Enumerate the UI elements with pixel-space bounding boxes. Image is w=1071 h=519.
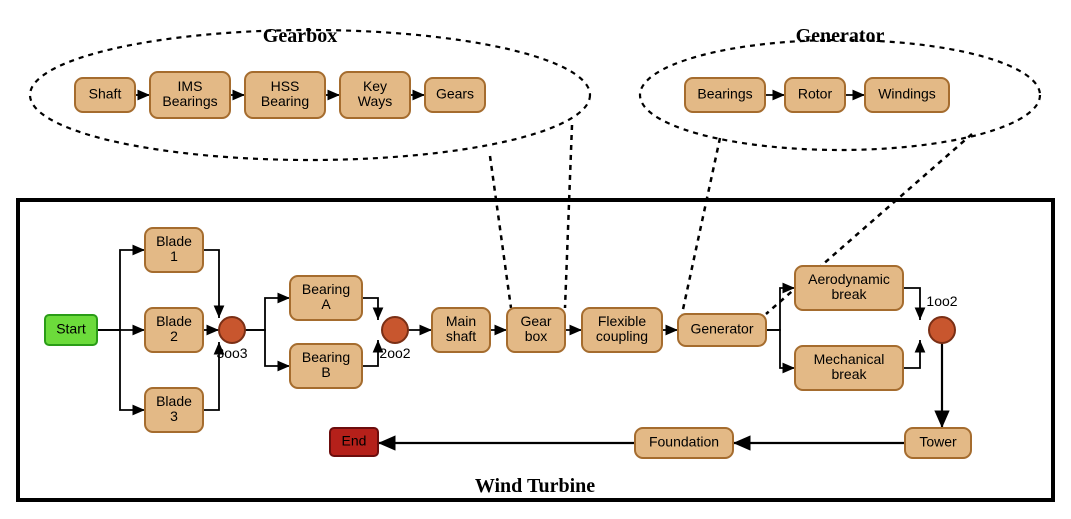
node-label: coupling — [596, 328, 648, 344]
edge — [903, 340, 920, 368]
node-label: Start — [56, 321, 86, 337]
node-label: End — [342, 433, 367, 449]
edge — [362, 298, 378, 320]
node-label: Ways — [358, 93, 392, 109]
node-label: Tower — [919, 434, 957, 450]
node-label: HSS — [271, 78, 300, 94]
gate-g1oo2: 1oo2 — [926, 293, 957, 343]
node-label: Aerodynamic — [808, 271, 890, 287]
node-gb-hss: HSSBearing — [245, 72, 325, 118]
edge — [682, 138, 720, 314]
node-foundation: Foundation — [635, 428, 733, 458]
node-label: Shaft — [89, 86, 122, 102]
node-gb-keyways: KeyWays — [340, 72, 410, 118]
node-blade3: Blade3 — [145, 388, 203, 432]
node-label: Gear — [520, 313, 551, 329]
node-label: Foundation — [649, 434, 719, 450]
node-label: Flexible — [598, 313, 646, 329]
node-end: End — [330, 428, 378, 456]
gate-g3oo3: 3oo3 — [216, 317, 247, 361]
gate-label: 3oo3 — [216, 345, 247, 361]
node-label: Bearings — [697, 86, 752, 102]
edge — [362, 340, 378, 366]
gate-label: 2oo2 — [379, 345, 410, 361]
node-label: 2 — [170, 328, 178, 344]
node-label: A — [321, 296, 331, 312]
node-label: Gears — [436, 86, 474, 102]
node-label: Blade — [156, 233, 192, 249]
node-label: Bearing — [302, 349, 350, 365]
node-label: shaft — [446, 328, 476, 344]
gate-g2oo2: 2oo2 — [379, 317, 410, 361]
diagram-canvas: Gearbox Generator Wind Turbine ShaftIMSB… — [0, 0, 1071, 519]
node-mainshaft: Mainshaft — [432, 308, 490, 352]
gearbox-title: Gearbox — [263, 25, 337, 47]
node-bearingB: BearingB — [290, 344, 362, 388]
edge — [766, 330, 795, 368]
node-blade2: Blade2 — [145, 308, 203, 352]
node-label: Blade — [156, 393, 192, 409]
node-gen-rotor: Rotor — [785, 78, 845, 112]
edge — [903, 288, 920, 320]
node-label: box — [525, 328, 548, 344]
edge — [490, 156, 511, 308]
node-label: Blade — [156, 313, 192, 329]
node-label: 3 — [170, 408, 178, 424]
node-label: Bearing — [302, 281, 350, 297]
main-title: Wind Turbine — [475, 475, 595, 497]
edge — [565, 125, 572, 308]
node-gb-shaft: Shaft — [75, 78, 135, 112]
edge — [245, 298, 290, 330]
node-aero: Aerodynamicbreak — [795, 266, 903, 310]
node-gen-bearings: Bearings — [685, 78, 765, 112]
node-label: Rotor — [798, 86, 833, 102]
node-label: Mechanical — [814, 351, 885, 367]
node-gen-windings: Windings — [865, 78, 949, 112]
node-label: Windings — [878, 86, 936, 102]
edge — [97, 250, 145, 330]
edge — [245, 330, 290, 366]
node-label: IMS — [178, 78, 203, 94]
node-label: break — [831, 366, 867, 382]
node-label: Bearing — [261, 93, 309, 109]
node-mech: Mechanicalbreak — [795, 346, 903, 390]
node-generator: Generator — [678, 314, 766, 346]
edge — [766, 288, 795, 330]
node-start: Start — [45, 315, 97, 345]
node-coupling: Flexiblecoupling — [582, 308, 662, 352]
node-label: break — [831, 286, 867, 302]
node-label: B — [321, 364, 330, 380]
node-tower: Tower — [905, 428, 971, 458]
node-bearingA: BearingA — [290, 276, 362, 320]
node-label: Bearings — [162, 93, 217, 109]
node-blade1: Blade1 — [145, 228, 203, 272]
node-gb-gears: Gears — [425, 78, 485, 112]
node-label: Generator — [690, 321, 753, 337]
edge — [203, 250, 219, 318]
node-label: Main — [446, 313, 476, 329]
gate-label: 1oo2 — [926, 293, 957, 309]
node-gearbox: Gearbox — [507, 308, 565, 352]
node-gb-ims: IMSBearings — [150, 72, 230, 118]
generator-title: Generator — [796, 25, 885, 47]
edge — [97, 330, 145, 410]
node-label: Key — [363, 78, 387, 94]
node-label: 1 — [170, 248, 178, 264]
